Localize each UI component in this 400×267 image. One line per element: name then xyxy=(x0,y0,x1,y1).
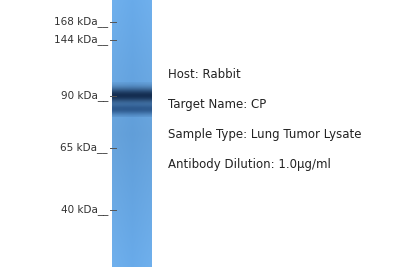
Text: 144 kDa__: 144 kDa__ xyxy=(54,34,108,45)
Text: 90 kDa__: 90 kDa__ xyxy=(61,91,108,101)
Text: Antibody Dilution: 1.0µg/ml: Antibody Dilution: 1.0µg/ml xyxy=(168,158,331,171)
Text: Host: Rabbit: Host: Rabbit xyxy=(168,68,241,81)
Text: 65 kDa__: 65 kDa__ xyxy=(60,143,108,154)
Text: 168 kDa__: 168 kDa__ xyxy=(54,17,108,28)
Text: Sample Type: Lung Tumor Lysate: Sample Type: Lung Tumor Lysate xyxy=(168,128,362,141)
Text: 40 kDa__: 40 kDa__ xyxy=(61,205,108,215)
Text: Target Name: CP: Target Name: CP xyxy=(168,98,266,111)
